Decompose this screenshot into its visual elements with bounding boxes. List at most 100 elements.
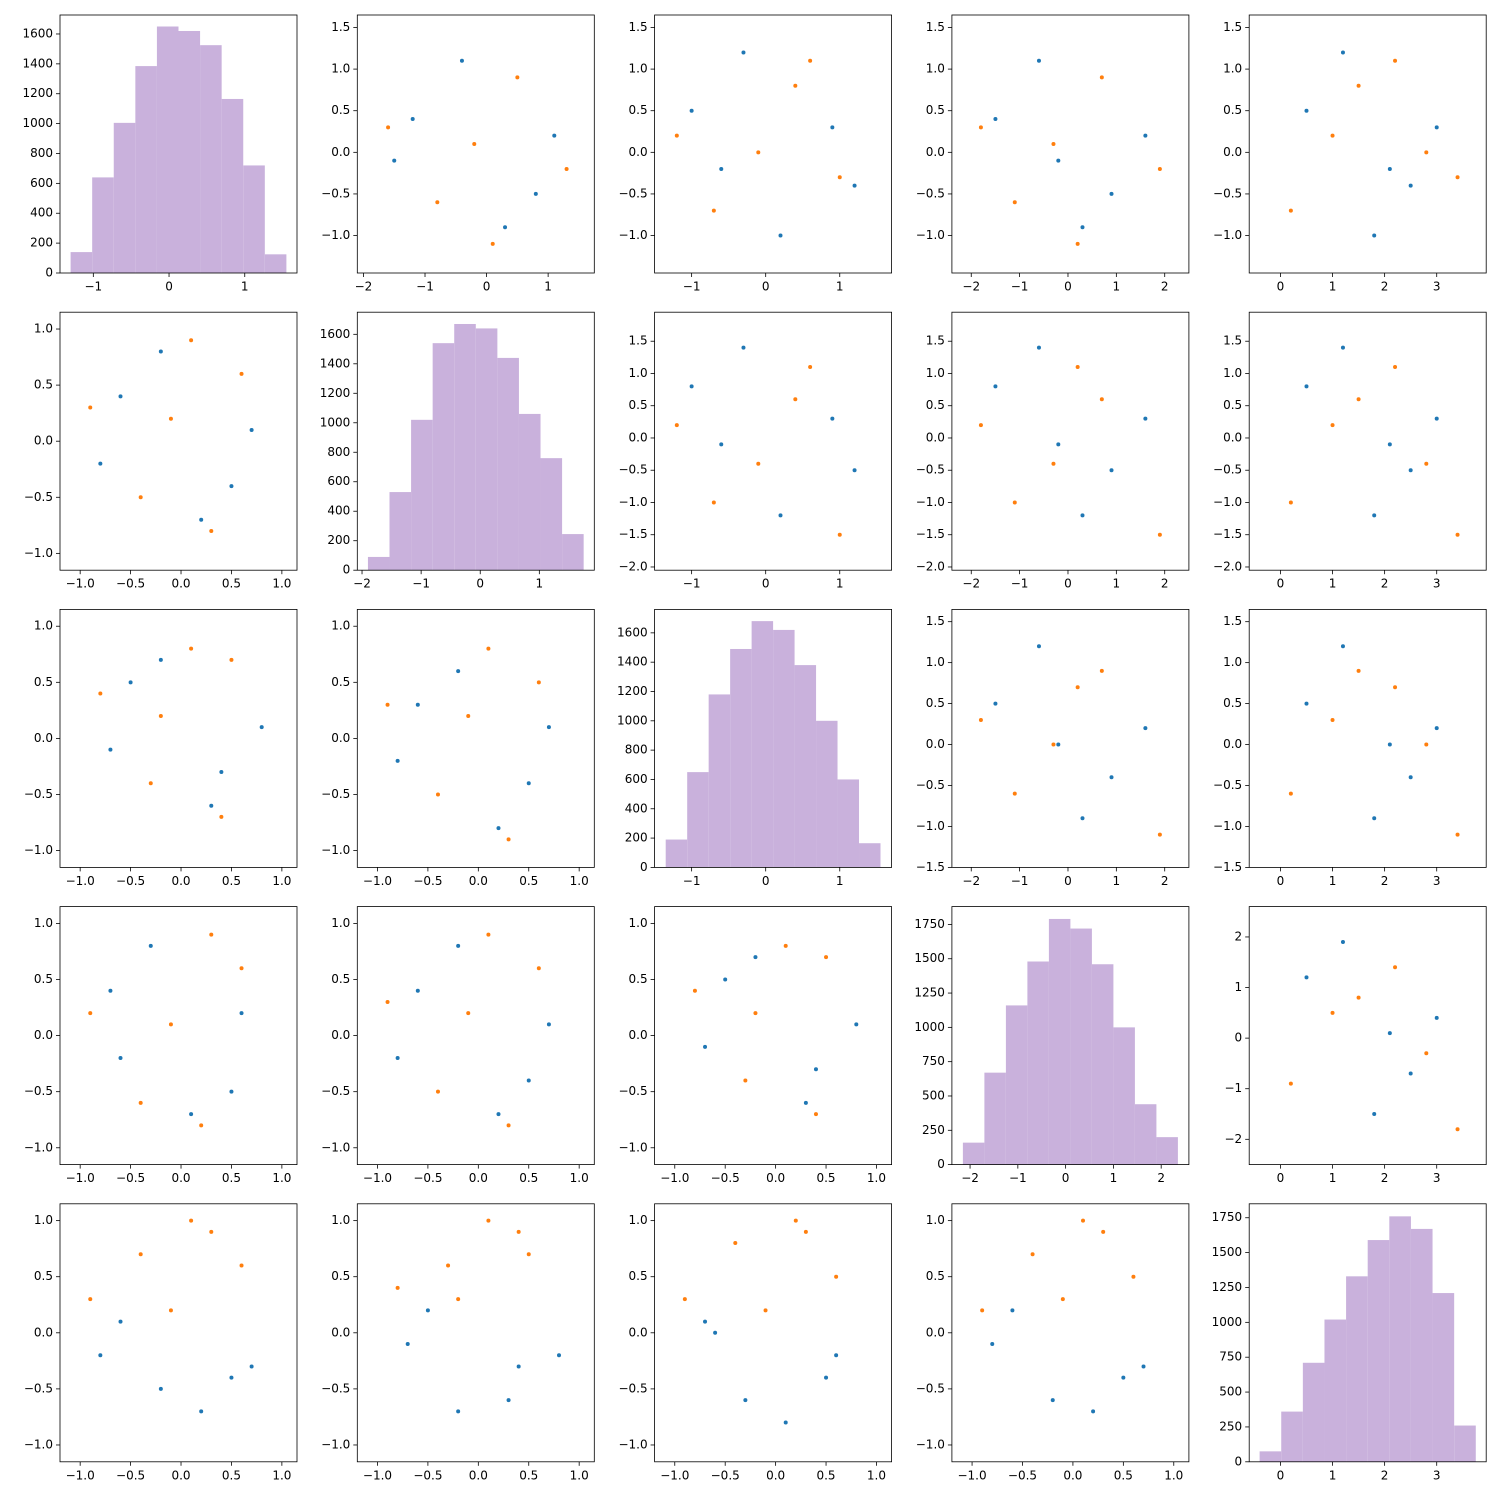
y-tick-label: 0.0 [1223, 430, 1242, 444]
x-tick-label: 3 [1433, 1171, 1441, 1185]
x-tick-label: 3 [1433, 577, 1441, 591]
scatter-point [1356, 397, 1361, 402]
x-tick-label: −1 [1011, 577, 1029, 591]
scatter-point [249, 1364, 254, 1369]
x-tick-label: 1.0 [1164, 1468, 1183, 1482]
scatter-point [808, 365, 813, 370]
scatter-point [229, 657, 234, 662]
y-tick-label: 0.0 [926, 430, 945, 444]
scatter-point [1434, 1015, 1439, 1020]
scatter-point [138, 1100, 143, 1105]
scatter-point [533, 191, 538, 196]
y-tick-label: −0.5 [321, 1084, 350, 1098]
y-tick-label: 1.0 [331, 619, 350, 633]
x-tick-label: −1 [416, 280, 434, 294]
scatter-point [239, 1263, 244, 1268]
y-tick-label: 600 [30, 176, 53, 190]
y-tick-label: −1.0 [618, 1437, 647, 1451]
y-tick-label: −0.5 [321, 186, 350, 200]
scatter-point [1372, 233, 1377, 238]
y-tick-label: 1.0 [629, 366, 648, 380]
x-tick-label: −1 [683, 280, 701, 294]
x-tick-label: 2 [1381, 280, 1389, 294]
scatter-point [209, 932, 214, 937]
y-tick-label: 1000 [320, 415, 351, 429]
y-tick-label: −1.0 [618, 1140, 647, 1154]
scatter-point [229, 484, 234, 489]
x-tick-label: 1.0 [570, 1171, 589, 1185]
y-tick-label: 600 [625, 772, 648, 786]
y-tick-label: 0.5 [331, 675, 350, 689]
axes-frame [59, 1203, 298, 1463]
hist-bar [1156, 1137, 1178, 1165]
y-tick-label: 500 [1219, 1385, 1242, 1399]
axes-frame [654, 609, 892, 868]
scatter-point [1099, 668, 1104, 673]
y-tick-label: 0.0 [331, 1028, 350, 1042]
y-tick-label: 1200 [320, 386, 351, 400]
scatter-point [189, 646, 194, 651]
axes-frame [356, 311, 595, 571]
y-tick-label: 0 [937, 1157, 945, 1171]
y-tick-label: 1400 [617, 655, 648, 669]
hist-bar [540, 458, 563, 571]
scatter-point [1012, 791, 1017, 796]
y-tick-label: 0.0 [331, 1325, 350, 1339]
scatter-point [1099, 75, 1104, 80]
scatter-point [88, 405, 93, 410]
scatter-point [1288, 791, 1293, 796]
scatter-point [978, 717, 983, 722]
x-tick-label: −0.5 [413, 874, 442, 888]
scatter-point [1010, 1308, 1015, 1313]
hist-bar [1091, 964, 1114, 1165]
y-tick-label: −2 [1224, 1132, 1242, 1146]
scatter-point [993, 117, 998, 122]
y-tick-label: 1000 [617, 713, 648, 727]
hist-bar [1410, 1228, 1433, 1462]
y-tick-label: 1.0 [1223, 655, 1242, 669]
y-tick-label: 0.5 [1223, 696, 1242, 710]
hist-bar [962, 1142, 985, 1165]
y-tick-label: 1250 [1212, 1280, 1243, 1294]
scatter-point [496, 1112, 501, 1117]
scatter-point [1075, 685, 1080, 690]
scatter-point [753, 955, 758, 960]
x-tick-label: 1 [1113, 577, 1121, 591]
axes-frame [59, 906, 298, 1165]
y-tick-label: −0.5 [24, 490, 53, 504]
scatter-point [516, 1229, 521, 1234]
x-tick-label: 0.5 [519, 1468, 538, 1482]
x-tick-label: −2 [355, 280, 373, 294]
scatter-point [803, 1100, 808, 1105]
x-tick-label: −0.5 [1008, 1468, 1037, 1482]
x-tick-label: 0.5 [816, 1171, 835, 1185]
x-tick-label: 1 [1329, 577, 1337, 591]
scatter-point [98, 461, 103, 466]
scatter-point [385, 702, 390, 707]
hist-bar [708, 694, 731, 868]
axes-frame [1248, 609, 1487, 868]
hist-bar [687, 772, 709, 868]
scatter-point [980, 1308, 985, 1313]
y-tick-label: 1 [1235, 980, 1243, 994]
y-tick-label: 800 [327, 445, 350, 459]
y-tick-label: 0.5 [331, 972, 350, 986]
x-tick-label: 2 [1161, 874, 1169, 888]
scatter-point [783, 943, 788, 948]
scatter-point [219, 770, 224, 775]
scatter-point [189, 1218, 194, 1223]
hist-bar [475, 328, 498, 571]
hist-bar [665, 839, 688, 868]
y-tick-label: 1.0 [331, 916, 350, 930]
x-tick-label: −2 [962, 874, 980, 888]
y-tick-label: 1.0 [926, 366, 945, 380]
y-tick-label: 400 [327, 504, 350, 518]
y-tick-label: 1.0 [34, 1213, 53, 1227]
scatter-point [1408, 1071, 1413, 1076]
scatter-point [990, 1342, 995, 1347]
scatter-point [1143, 133, 1148, 138]
scatter-point [1372, 816, 1377, 821]
scatter-point [1340, 345, 1345, 350]
x-tick-label: 0 [1064, 874, 1072, 888]
scatter-point [753, 1011, 758, 1016]
